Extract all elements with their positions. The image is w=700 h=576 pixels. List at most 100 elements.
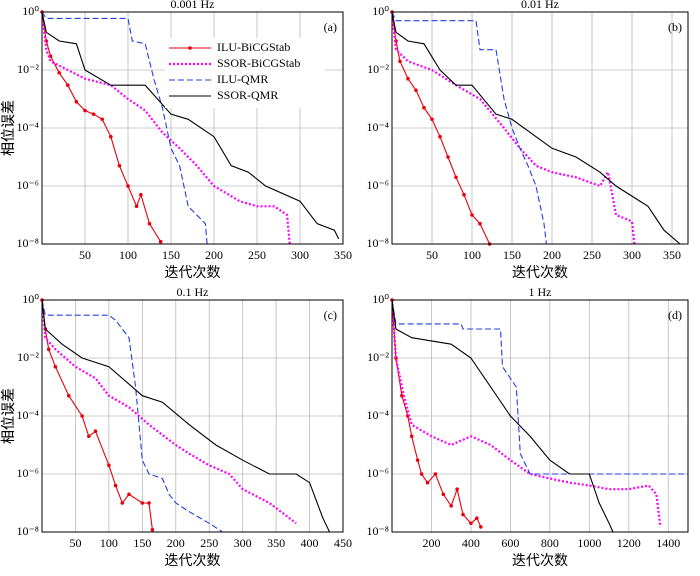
point-marker	[91, 112, 96, 116]
x-tick-label: 1400	[656, 536, 680, 550]
x-tick-label: 100	[100, 536, 118, 550]
x-tick-label: 800	[541, 536, 559, 550]
x-tick-label: 350	[267, 536, 285, 550]
x-tick-label: 200	[167, 536, 185, 550]
point-marker	[419, 472, 424, 476]
point-marker	[414, 88, 418, 93]
panel-label: (a)	[324, 20, 337, 34]
point-marker	[478, 221, 482, 226]
y-tick-label: 10⁻⁶	[16, 178, 39, 192]
series-line	[392, 299, 482, 528]
x-tick-label: 450	[334, 536, 352, 550]
point-marker	[470, 213, 474, 217]
point-marker	[438, 134, 442, 139]
x-tick-label: 1200	[617, 536, 641, 550]
point-marker	[398, 59, 402, 64]
point-marker	[469, 521, 473, 526]
point-marker	[66, 83, 70, 87]
y-tick-label: 10⁻²	[17, 62, 39, 76]
x-tick-label: 100	[463, 248, 481, 262]
x-tick-label: 250	[583, 248, 601, 262]
point-marker	[113, 483, 118, 488]
y-tick-label: 10⁰	[22, 292, 39, 306]
y-tick-label: 10⁻⁸	[16, 524, 39, 538]
y-tick-label: 10⁻⁶	[366, 466, 389, 480]
point-marker	[441, 492, 446, 497]
series-line	[42, 299, 331, 533]
point-marker	[433, 472, 438, 476]
point-marker	[455, 487, 459, 491]
plot-frame	[391, 11, 689, 245]
point-marker	[74, 100, 79, 104]
point-marker	[406, 76, 410, 81]
point-marker	[139, 192, 143, 197]
point-marker	[462, 192, 466, 197]
x-tick-label: 200	[543, 248, 561, 262]
point-marker	[126, 184, 130, 188]
point-marker	[117, 163, 122, 168]
x-tick-label: 1000	[577, 536, 601, 550]
x-tick-label: 150	[133, 536, 151, 550]
panel-title: 0.01 Hz	[521, 0, 559, 11]
panel-title: 0.001 Hz	[171, 0, 215, 11]
panel-label: (d)	[668, 308, 682, 322]
x-tick-label: 250	[248, 248, 266, 262]
panel-title: 0.1 Hz	[177, 285, 209, 299]
y-tick-label: 10⁻²	[367, 62, 389, 76]
point-marker	[449, 504, 454, 508]
y-tick-label: 10⁻⁶	[366, 178, 389, 192]
series-line	[392, 11, 547, 245]
series-line	[392, 11, 681, 245]
point-marker	[120, 501, 125, 505]
point-marker	[134, 204, 139, 209]
legend-label: ILU-QMR	[217, 72, 268, 86]
series-line	[42, 11, 340, 240]
plot-frame	[391, 299, 689, 533]
point-marker	[461, 512, 465, 517]
point-marker	[87, 434, 91, 439]
x-axis-label: 迭代次数	[165, 265, 221, 281]
x-tick-label: 200	[422, 536, 440, 550]
point-marker	[425, 480, 430, 485]
legend-label: ILU-BiCGStab	[217, 40, 290, 54]
x-axis-label: 迭代次数	[512, 265, 568, 281]
panel-title: 1 Hz	[529, 285, 552, 299]
point-marker	[83, 108, 87, 113]
x-tick-label: 50	[69, 536, 81, 550]
point-marker	[158, 239, 163, 244]
point-marker	[57, 71, 61, 75]
x-tick-label: 600	[501, 536, 519, 550]
legend-label: SSOR-BiCGStab	[217, 56, 300, 70]
y-tick-label: 10⁻⁸	[366, 236, 389, 250]
plot-frame	[41, 299, 344, 533]
point-marker	[66, 393, 71, 398]
point-marker	[109, 134, 113, 139]
point-marker	[147, 501, 151, 505]
y-tick-label: 10⁻²	[17, 350, 39, 364]
x-tick-label: 400	[301, 536, 319, 550]
point-marker	[80, 414, 84, 418]
x-tick-label: 300	[623, 248, 641, 262]
y-tick-label: 10⁻⁸	[16, 236, 39, 250]
x-tick-label: 50	[426, 248, 438, 262]
point-marker	[446, 155, 450, 159]
series-line	[392, 299, 614, 533]
y-tick-label: 10⁻⁴	[16, 120, 39, 134]
point-marker	[479, 525, 483, 529]
point-marker	[454, 175, 458, 180]
series-line	[392, 299, 662, 528]
point-marker	[46, 347, 51, 352]
y-axis-label: 相位误差	[1, 388, 17, 444]
point-marker	[150, 527, 155, 532]
point-marker	[147, 221, 152, 226]
x-tick-label: 400	[462, 536, 480, 550]
point-marker	[93, 429, 98, 433]
point-marker	[409, 434, 414, 439]
point-marker	[422, 105, 426, 110]
series-line	[392, 11, 491, 245]
y-tick-label: 10⁻⁸	[366, 524, 389, 538]
y-axis-label: 相位误差	[1, 100, 17, 156]
x-tick-label: 350	[334, 248, 352, 262]
x-tick-label: 50	[79, 248, 91, 262]
